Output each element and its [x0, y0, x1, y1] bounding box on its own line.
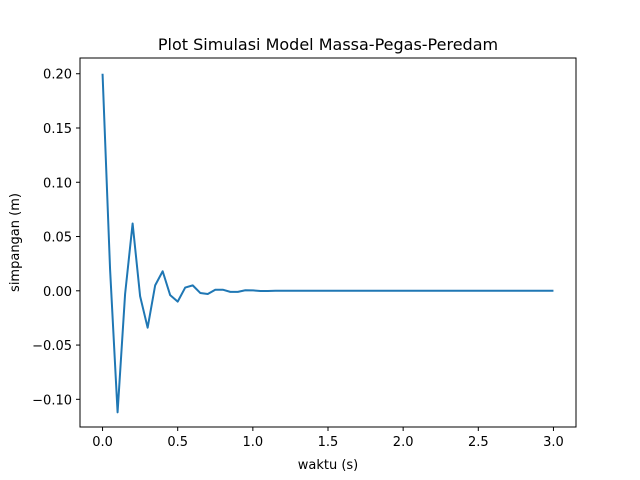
- y-tick-label: 0.15: [43, 122, 72, 137]
- y-axis-label: simpangan (m): [8, 193, 23, 292]
- y-ticks: −0.10 −0.05 0.00 0.05 0.10 0.15 0.20: [32, 68, 80, 408]
- y-tick-label: −0.05: [32, 339, 72, 354]
- y-tick-label: −0.10: [32, 393, 72, 408]
- y-tick-label: 0.05: [43, 231, 72, 246]
- x-tick-label: 0.5: [167, 435, 188, 450]
- x-tick-label: 2.0: [393, 435, 414, 450]
- x-tick-label: 0.0: [92, 435, 113, 450]
- y-tick-label: 0.20: [43, 68, 72, 83]
- series-group: [101, 73, 554, 414]
- x-tick-label: 3.0: [543, 435, 564, 450]
- x-tick-label: 1.0: [243, 435, 264, 450]
- x-axis-label: waktu (s): [298, 458, 359, 473]
- y-tick-label: 0.00: [43, 285, 72, 300]
- y-tick-label: 0.10: [43, 176, 72, 191]
- x-tick-label: 1.5: [318, 435, 339, 450]
- plot-frame: [79, 57, 577, 428]
- series-line-0: [101, 73, 554, 414]
- x-tick-label: 2.5: [468, 435, 489, 450]
- x-ticks: 0.0 0.5 1.0 1.5 2.0 2.5 3.0: [92, 427, 564, 450]
- plot-axes: [79, 57, 577, 428]
- chart-title: Plot Simulasi Model Massa-Pegas-Peredam: [158, 35, 498, 54]
